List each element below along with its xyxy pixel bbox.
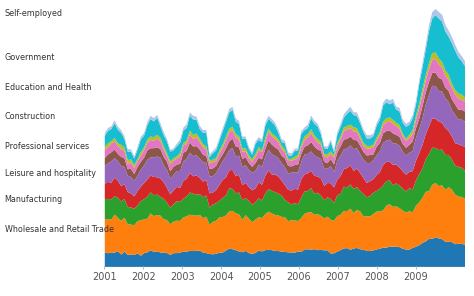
Text: Self-employed: Self-employed [5,9,63,18]
Text: Wholesale and Retail Trade: Wholesale and Retail Trade [5,225,114,234]
Text: Education and Health: Education and Health [5,83,91,92]
Text: Construction: Construction [5,112,56,121]
Text: Leisure and hospitality: Leisure and hospitality [5,169,96,178]
Text: Government: Government [5,53,55,62]
Text: Professional services: Professional services [5,142,89,151]
Text: Manufacturing: Manufacturing [5,195,63,204]
